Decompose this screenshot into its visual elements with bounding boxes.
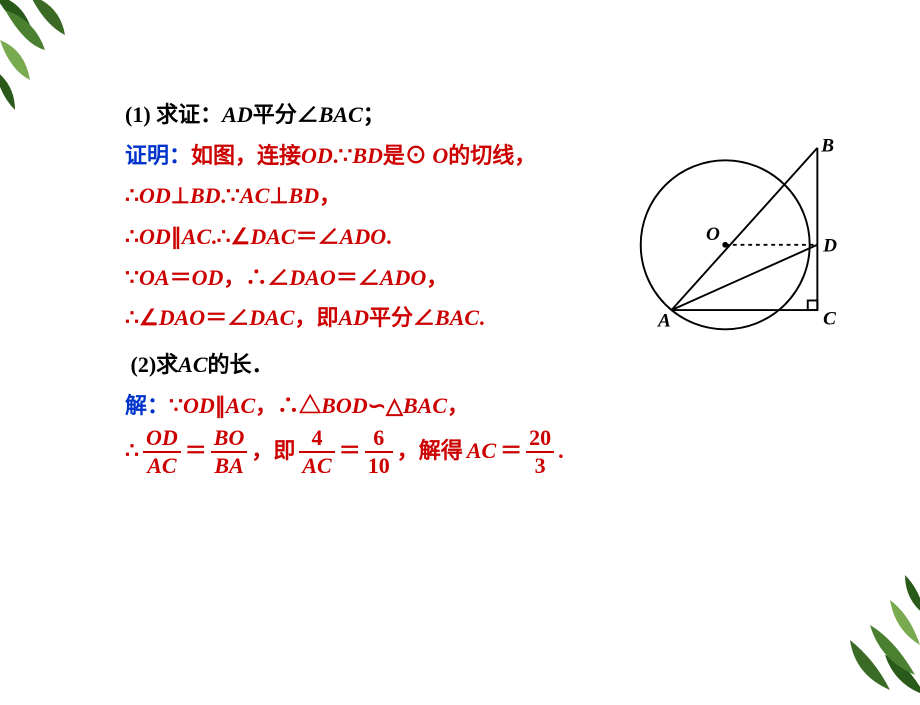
- solution-label: 解：: [125, 393, 169, 418]
- t4e: .∴∠: [211, 224, 250, 249]
- t5d: OD: [192, 265, 224, 290]
- text-q1: (1) 求证：: [125, 102, 222, 127]
- frac-6-10: 6 10: [365, 427, 393, 477]
- t7a: (2)求: [131, 352, 179, 377]
- t8j: ，: [447, 393, 469, 418]
- t3d: BD: [190, 183, 221, 208]
- t6h: BAC: [435, 305, 479, 330]
- t3h: BD: [289, 183, 320, 208]
- t5g: ＝∠: [336, 265, 380, 290]
- t5a: ∵: [125, 265, 139, 290]
- t8b: ∵: [169, 393, 183, 418]
- t5h: ADO: [380, 265, 426, 290]
- t8g: BOD: [321, 393, 367, 418]
- t3g: ⊥: [269, 183, 288, 208]
- t3c: ⊥: [171, 183, 190, 208]
- decoration-leaf-top-left: [0, 0, 100, 120]
- t-BD: BD: [352, 143, 383, 168]
- frac-den: BA: [211, 453, 248, 477]
- line-8: 解：∵OD∥AC，∴△BOD∽△BAC，: [125, 386, 805, 427]
- frac-den: 3: [526, 453, 554, 477]
- frac-4-AC: 4 AC: [299, 427, 334, 477]
- frac-num: 6: [365, 427, 393, 453]
- frac-den: 10: [365, 453, 393, 477]
- t6c: ＝∠: [205, 305, 249, 330]
- text-BAC: BAC: [319, 102, 363, 127]
- frac-den: AC: [299, 453, 334, 477]
- label-B: B: [820, 136, 834, 157]
- t9d: AC: [467, 431, 496, 472]
- t9b: ，即: [251, 431, 295, 472]
- text-AD: AD: [222, 102, 253, 127]
- label-O: O: [706, 224, 720, 245]
- t4c: ∥: [171, 224, 182, 249]
- t6g: 平分∠: [369, 305, 435, 330]
- t4g: ＝∠: [296, 224, 340, 249]
- period: .: [558, 431, 564, 472]
- t-O: O: [432, 143, 448, 168]
- t4h: ADO: [340, 224, 386, 249]
- t2b: 如图，连接: [191, 143, 301, 168]
- t7b: AC: [178, 352, 207, 377]
- t2f: 是⊙: [383, 143, 433, 168]
- line-9: ∴ OD AC ＝ BO BA ，即 4 AC ＝ 6 10 ，解得AC＝ 20…: [125, 427, 805, 477]
- label-D: D: [822, 236, 837, 257]
- frac-OD-AC: OD AC: [143, 427, 181, 477]
- proof-label: 证明：: [125, 143, 191, 168]
- t8f: ，∴△: [255, 393, 321, 418]
- t7c: 的长．: [208, 352, 274, 377]
- decoration-leaf-bottom-right: [800, 550, 920, 700]
- t2d: .∵: [333, 143, 353, 168]
- t4d: AC: [182, 224, 211, 249]
- t4a: ∴: [125, 224, 139, 249]
- t3b: OD: [139, 183, 171, 208]
- t4f: DAC: [250, 224, 295, 249]
- t3e: .∵: [221, 183, 241, 208]
- frac-20-3: 20 3: [526, 427, 554, 477]
- t3i: ，: [319, 183, 341, 208]
- t6a: ∴∠: [125, 305, 159, 330]
- frac-num: 20: [526, 427, 554, 453]
- text-bisect: 平分∠: [253, 102, 319, 127]
- t8d: ∥: [215, 393, 226, 418]
- t5e: ，∴∠: [223, 265, 289, 290]
- t9c: ，解得: [397, 431, 463, 472]
- geometry-diagram: A B C D O: [610, 125, 850, 355]
- semicolon: ；: [363, 102, 385, 127]
- eq-2: ＝: [339, 431, 361, 472]
- t3a: ∴: [125, 183, 139, 208]
- eq-1: ＝: [185, 431, 207, 472]
- t6e: ，即: [294, 305, 338, 330]
- t-OD: OD: [301, 143, 333, 168]
- t3f: AC: [240, 183, 269, 208]
- label-A: A: [657, 310, 671, 331]
- label-C: C: [823, 308, 836, 329]
- frac-num: BO: [211, 427, 248, 453]
- t9e: ＝: [500, 431, 522, 472]
- t5i: ，: [426, 265, 448, 290]
- t8h: ∽△: [368, 393, 403, 418]
- t8c: OD: [183, 393, 215, 418]
- t2h: 的切线，: [448, 143, 536, 168]
- t8e: AC: [226, 393, 255, 418]
- t5b: OA: [139, 265, 170, 290]
- t4i: .: [386, 224, 392, 249]
- t6b: DAO: [159, 305, 205, 330]
- t6i: .: [479, 305, 485, 330]
- frac-BO-BA: BO BA: [211, 427, 248, 477]
- frac-num: OD: [143, 427, 181, 453]
- t4b: OD: [139, 224, 171, 249]
- t5f: DAO: [289, 265, 335, 290]
- t6d: DAC: [249, 305, 294, 330]
- t9a: ∴: [125, 431, 139, 472]
- t6f: AD: [338, 305, 369, 330]
- frac-den: AC: [143, 453, 181, 477]
- frac-num: 4: [299, 427, 334, 453]
- t5c: ＝: [170, 265, 192, 290]
- t8i: BAC: [403, 393, 447, 418]
